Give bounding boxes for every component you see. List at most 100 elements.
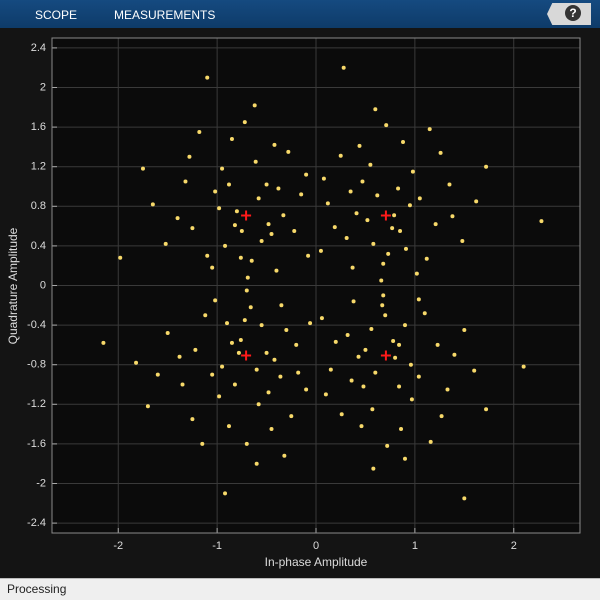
signal-point — [248, 305, 253, 310]
signal-point — [391, 338, 396, 343]
signal-point — [249, 258, 254, 263]
signal-point — [229, 136, 234, 141]
signal-point — [373, 107, 378, 112]
y-axis-label: Quadrature Amplitude — [6, 227, 20, 344]
signal-point — [392, 213, 397, 218]
help-icon: ? — [565, 5, 581, 21]
signal-point — [384, 123, 389, 128]
signal-point — [190, 226, 195, 231]
x-axis-label: In-phase Amplitude — [265, 555, 368, 569]
y-tick-label: 1.2 — [31, 161, 46, 173]
measurements-tab[interactable]: MEASUREMENTS — [114, 8, 216, 22]
signal-point — [118, 255, 123, 260]
signal-point — [398, 229, 403, 234]
signal-point — [438, 150, 443, 155]
signal-point — [351, 299, 356, 304]
signal-point — [210, 265, 215, 270]
signal-point — [345, 333, 350, 337]
signal-point — [433, 222, 438, 227]
signal-point — [410, 169, 415, 174]
signal-point — [460, 238, 465, 243]
signal-point — [439, 414, 444, 419]
signal-point — [369, 327, 374, 332]
signal-point — [380, 303, 385, 308]
signal-point — [390, 226, 395, 231]
signal-point — [239, 229, 244, 234]
signal-point — [445, 387, 450, 392]
signal-point — [226, 424, 231, 429]
signal-point — [325, 201, 330, 206]
signal-point — [252, 103, 257, 108]
signal-point — [232, 382, 237, 387]
signal-point — [393, 355, 398, 360]
signal-point — [292, 229, 297, 234]
signal-point — [217, 394, 222, 399]
signal-point — [269, 232, 274, 237]
signal-point — [180, 382, 185, 387]
signal-point — [371, 466, 376, 471]
signal-point — [381, 293, 386, 298]
y-tick-label: 2.4 — [31, 42, 46, 54]
scope-tab[interactable]: SCOPE — [35, 8, 78, 22]
y-tick-label: -0.8 — [27, 359, 46, 371]
reference-point — [241, 350, 252, 361]
signal-point — [428, 439, 433, 444]
signal-point — [472, 368, 477, 373]
signal-point — [205, 75, 210, 80]
signal-point — [200, 441, 205, 446]
signal-point — [278, 374, 283, 379]
signal-point — [244, 288, 249, 293]
signal-point — [371, 241, 376, 246]
signal-point — [259, 323, 264, 328]
signal-point — [349, 378, 354, 383]
signal-point — [408, 362, 413, 367]
chart: In-phase Amplitude Quadrature Amplitude … — [6, 37, 581, 569]
signal-point — [279, 303, 284, 308]
signal-point — [381, 261, 386, 266]
signal-point — [435, 342, 440, 347]
signal-point — [414, 271, 419, 276]
y-tick-label: 2 — [40, 81, 46, 93]
status-bar: Processing — [0, 578, 600, 600]
reference-point — [241, 210, 252, 221]
signal-point — [375, 193, 380, 198]
signal-point — [474, 199, 479, 204]
signal-point — [274, 268, 279, 273]
signal-point — [361, 384, 366, 389]
x-tick-label: -2 — [113, 540, 123, 552]
signal-point — [402, 323, 407, 328]
signal-point — [276, 186, 281, 191]
signal-point — [190, 417, 195, 422]
signal-point — [242, 120, 247, 125]
signal-point — [424, 256, 429, 261]
signal-point — [242, 318, 247, 323]
signal-point — [289, 414, 294, 419]
signal-point — [210, 372, 215, 377]
signal-point — [306, 253, 311, 258]
signal-point — [238, 337, 243, 342]
signal-point — [385, 443, 390, 448]
signal-point — [213, 298, 218, 303]
signal-point — [183, 179, 188, 184]
signal-point — [383, 313, 388, 318]
signal-point — [259, 238, 264, 243]
signal-point — [140, 166, 145, 171]
signal-point — [234, 209, 239, 214]
status-text: Processing — [7, 582, 67, 596]
signal-point — [304, 172, 309, 177]
signal-point — [284, 328, 289, 333]
y-tick-label: 0.8 — [31, 200, 46, 212]
help-button[interactable]: ? — [547, 3, 591, 25]
signal-point — [220, 364, 225, 369]
signal-point — [165, 331, 170, 336]
signal-point — [344, 235, 349, 240]
signal-point — [319, 316, 324, 321]
signal-point — [450, 214, 455, 219]
signal-point — [368, 162, 373, 167]
x-tick-label: 1 — [412, 540, 418, 552]
signal-point — [328, 367, 333, 372]
signal-point — [323, 392, 328, 397]
y-tick-label: -2 — [36, 477, 46, 489]
signal-point — [282, 453, 287, 458]
